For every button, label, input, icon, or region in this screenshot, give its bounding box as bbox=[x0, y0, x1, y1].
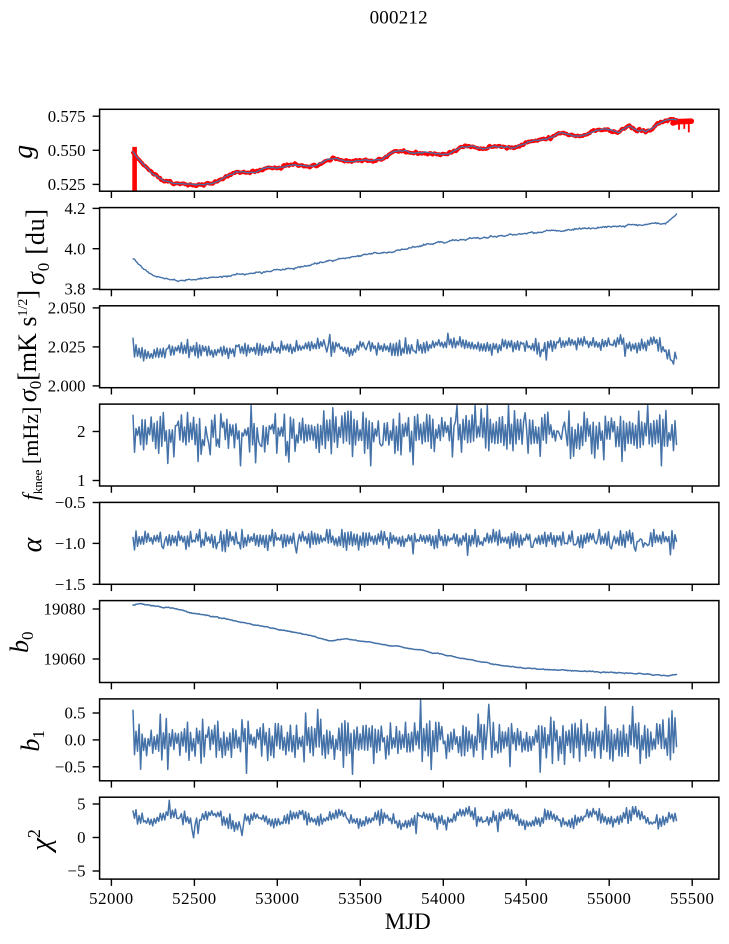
svg-text:54500: 54500 bbox=[504, 889, 548, 908]
svg-text:0.5: 0.5 bbox=[65, 704, 86, 723]
svg-text:0.0: 0.0 bbox=[65, 731, 86, 750]
svg-text:52500: 52500 bbox=[172, 889, 216, 908]
svg-text:−1.0: −1.0 bbox=[55, 534, 85, 553]
svg-text:b0: b0 bbox=[5, 632, 37, 654]
svg-text:−1.5: −1.5 bbox=[55, 575, 85, 594]
svg-text:4.0: 4.0 bbox=[65, 239, 86, 258]
svg-text:5: 5 bbox=[77, 795, 85, 814]
svg-text:σ0[mK s1/2]: σ0[mK s1/2] bbox=[13, 290, 45, 402]
svg-text:19060: 19060 bbox=[44, 650, 86, 669]
svg-text:3.8: 3.8 bbox=[65, 280, 86, 299]
svg-text:α: α bbox=[17, 536, 48, 552]
svg-text:2: 2 bbox=[77, 422, 85, 441]
svg-text:55000: 55000 bbox=[587, 889, 631, 908]
svg-text:σ0 [du]: σ0 [du] bbox=[21, 208, 53, 285]
svg-text:52000: 52000 bbox=[89, 889, 133, 908]
svg-text:0.525: 0.525 bbox=[48, 175, 86, 194]
svg-text:0.575: 0.575 bbox=[48, 107, 86, 126]
svg-text:55500: 55500 bbox=[670, 889, 714, 908]
svg-text:2.050: 2.050 bbox=[48, 299, 86, 318]
svg-text:−0.5: −0.5 bbox=[55, 493, 85, 512]
svg-text:MJD: MJD bbox=[385, 909, 431, 934]
svg-text:2.000: 2.000 bbox=[48, 377, 86, 396]
svg-text:54000: 54000 bbox=[421, 889, 465, 908]
svg-text:0: 0 bbox=[77, 828, 85, 847]
svg-text:53000: 53000 bbox=[255, 889, 299, 908]
svg-text:000212: 000212 bbox=[370, 7, 428, 28]
svg-text:4.2: 4.2 bbox=[65, 199, 86, 218]
svg-text:χ2: χ2 bbox=[24, 829, 57, 854]
svg-text:19080: 19080 bbox=[44, 600, 86, 619]
svg-text:g: g bbox=[8, 145, 39, 159]
svg-text:−5: −5 bbox=[68, 862, 86, 881]
svg-text:fknee [mHz]: fknee [mHz] bbox=[18, 407, 45, 501]
svg-text:2.025: 2.025 bbox=[48, 338, 86, 357]
svg-text:−0.5: −0.5 bbox=[55, 758, 85, 777]
svg-text:1: 1 bbox=[77, 471, 85, 490]
svg-text:53500: 53500 bbox=[338, 889, 382, 908]
svg-text:b1: b1 bbox=[16, 730, 48, 752]
svg-text:0.550: 0.550 bbox=[48, 141, 86, 160]
